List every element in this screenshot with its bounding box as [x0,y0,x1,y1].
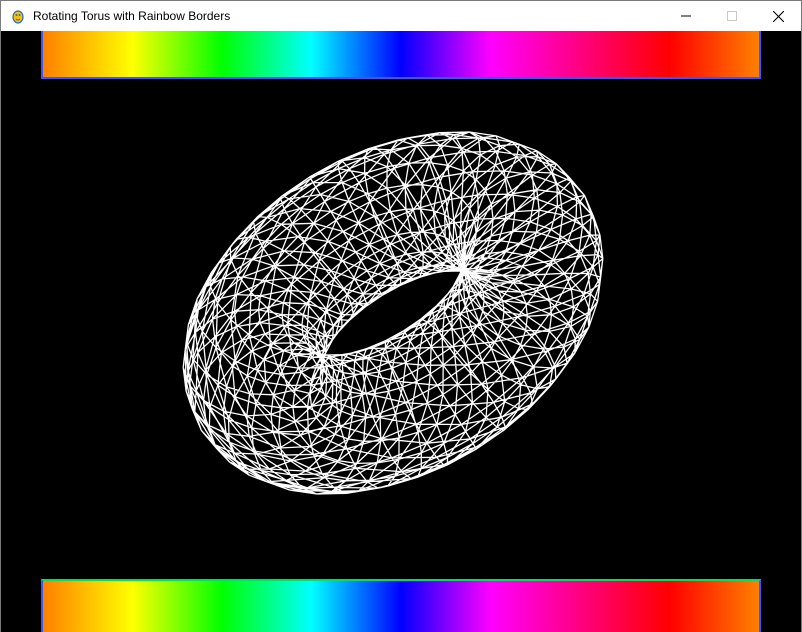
rainbow-border-bottom [41,579,761,632]
rainbow-gradient-bottom [43,581,759,632]
torus-wireframe [182,131,604,495]
rainbow-border-top [41,31,761,79]
pygame-snake-icon [10,8,26,24]
window-controls [663,1,801,31]
title-bar[interactable]: Rotating Torus with Rainbow Borders [1,0,801,31]
minimize-icon [681,15,691,17]
window-title: Rotating Torus with Rainbow Borders [33,9,231,23]
render-canvas[interactable] [1,31,801,632]
maximize-icon [727,11,737,21]
close-icon [772,10,784,22]
close-button[interactable] [755,1,801,31]
maximize-button[interactable] [709,1,755,31]
torus-mesh-lines [182,131,604,495]
minimize-button[interactable] [663,1,709,31]
rainbow-gradient-top [43,31,759,77]
